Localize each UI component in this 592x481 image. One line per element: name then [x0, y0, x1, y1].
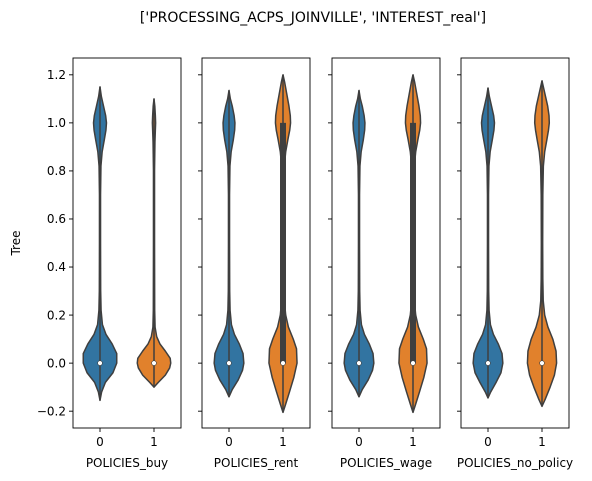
y-tick-label: 0.4 [47, 260, 66, 274]
figure-title: ['PROCESSING_ACPS_JOINVILLE', 'INTEREST_… [140, 10, 486, 26]
axes-frame [72, 57, 182, 429]
violin-median-1 [151, 360, 157, 366]
violin-median-0 [226, 360, 232, 366]
y-axis-label: Tree [9, 230, 23, 256]
x-tick-label: 1 [150, 435, 158, 449]
violin-iqr-1 [280, 122, 286, 364]
subplot-1: −0.2 0.0 0.2 0.4 0.6 0.8 1.0 1.2 0 1 POLICIES_buy [37, 57, 182, 470]
y-tick-label: 0.6 [47, 212, 66, 226]
x-axis-label: POLICIES_no_policy [457, 456, 573, 470]
subplot-4: 0 1 POLICIES_no_policy [457, 57, 573, 470]
x-tick-label: 0 [355, 435, 363, 449]
y-tick-label: 0.8 [47, 164, 66, 178]
x-axis-label: POLICIES_wage [340, 456, 432, 470]
x-tick-label: 0 [225, 435, 233, 449]
y-tick-label: 1.0 [47, 116, 66, 130]
y-tick-label: 1.2 [47, 68, 66, 82]
subplot-panels: −0.2 0.0 0.2 0.4 0.6 0.8 1.0 1.2 0 1 POLICIES_buy 0… [37, 57, 573, 470]
x-tick-label: 0 [96, 435, 104, 449]
violin-median-0 [356, 360, 362, 366]
violin-median-1 [280, 360, 286, 366]
axes-frame [331, 57, 441, 429]
x-tick-label: 1 [409, 435, 417, 449]
violin-median-0 [97, 360, 103, 366]
violin-iqr-1 [410, 122, 416, 364]
subplot-3: 0 1 POLICIES_wage [328, 57, 441, 470]
violin-median-1 [539, 360, 545, 366]
y-tick-label: 0.0 [47, 356, 66, 370]
y-tick-label: 0.2 [47, 308, 66, 322]
x-tick-label: 0 [484, 435, 492, 449]
x-tick-label: 1 [538, 435, 546, 449]
x-tick-label: 1 [279, 435, 287, 449]
violin-median-1 [410, 360, 416, 366]
x-axis-label: POLICIES_buy [86, 456, 168, 470]
violin-median-0 [485, 360, 491, 366]
y-tick-label: −0.2 [37, 404, 66, 418]
axes-frame [201, 57, 311, 429]
x-axis-label: POLICIES_rent [214, 456, 299, 470]
subplot-2: 0 1 POLICIES_rent [198, 57, 311, 470]
axes-frame [460, 57, 570, 429]
